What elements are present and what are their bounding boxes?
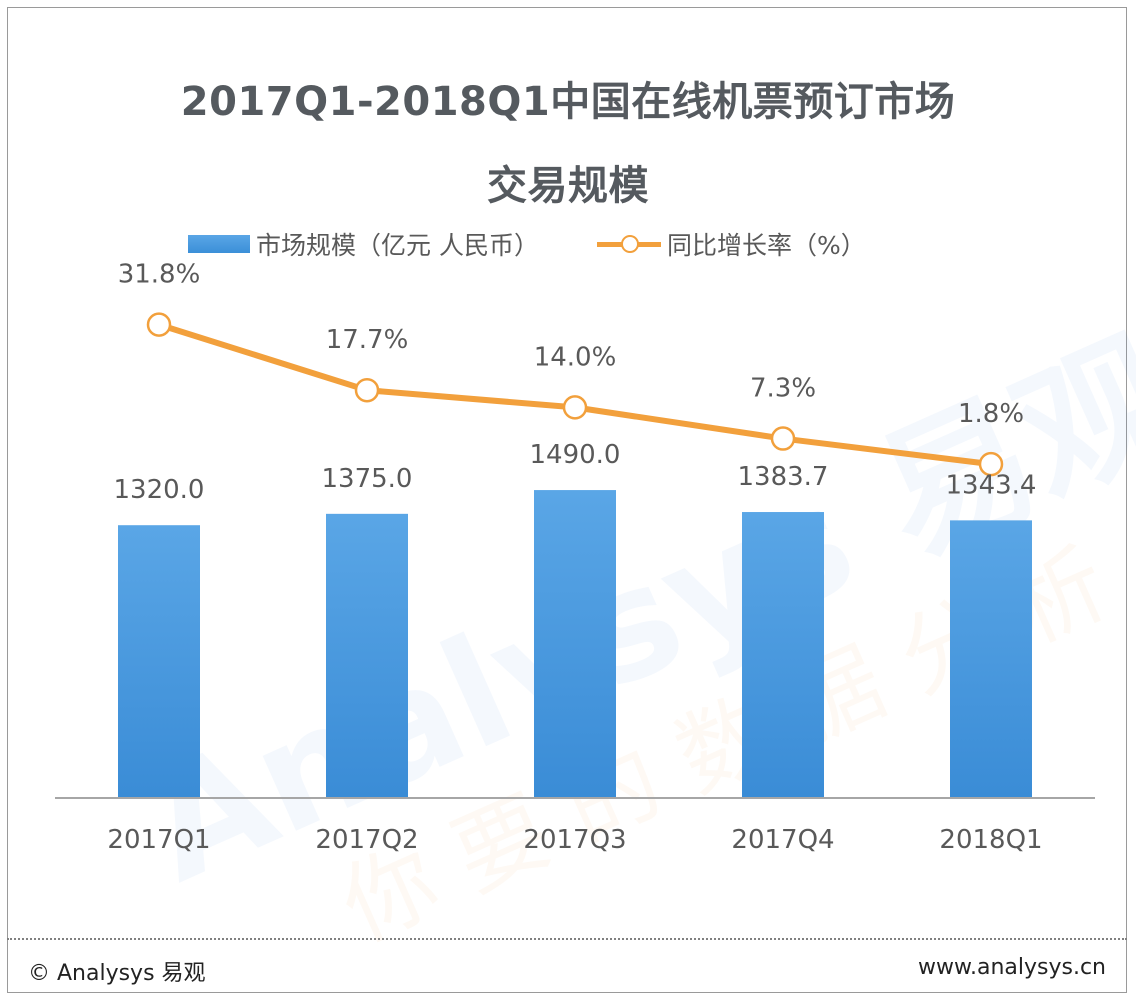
- bar-value-label: 1490.0: [530, 440, 621, 470]
- bar-value-label: 1383.7: [738, 462, 829, 492]
- bar-value-label: 1375.0: [322, 464, 413, 494]
- bar-2017Q3: [534, 490, 616, 798]
- legend-label-bar: 市场规模（亿元 人民币）: [256, 231, 539, 260]
- bar-2017Q2: [326, 513, 408, 798]
- growth-rate-point: [770, 426, 796, 451]
- bar-value-label: 1320.0: [114, 475, 205, 505]
- growth-rate-label: 14.0%: [534, 342, 617, 372]
- bar-2018Q1: [950, 520, 1032, 798]
- footer-url[interactable]: www.analysys.cn: [918, 955, 1106, 980]
- chart-legend: 市场规模（亿元 人民币） 同比增长率（%）: [188, 226, 866, 262]
- bar-value-label: 1343.4: [946, 470, 1037, 500]
- x-tick-label: 2017Q1: [107, 825, 210, 855]
- footer-divider: [7, 938, 1127, 940]
- growth-rate-point: [354, 377, 380, 403]
- footer-copyright: © Analysys 易观: [28, 961, 206, 986]
- bar-2017Q4: [742, 512, 824, 798]
- chart-title: 2017Q1-2018Q1中国在线机票预订市场 交易规模: [8, 60, 1128, 228]
- x-tick-label: 2018Q1: [939, 825, 1042, 855]
- legend-swatch-bar: [188, 235, 250, 253]
- legend-swatch-line: [596, 234, 661, 254]
- title-line-1: 2017Q1-2018Q1中国在线机票预订市场: [180, 79, 956, 125]
- legend-item-line: 同比增长率（%）: [539, 226, 866, 262]
- growth-rate-label: 17.7%: [326, 325, 409, 355]
- growth-rate-label: 31.8%: [118, 260, 201, 290]
- growth-rate-point: [146, 312, 172, 337]
- x-tick-label: 2017Q2: [315, 825, 418, 855]
- legend-label-line: 同比增长率（%）: [666, 231, 866, 260]
- growth-rate-label: 1.8%: [958, 399, 1024, 429]
- growth-rate-point: [978, 451, 1004, 477]
- x-tick-label: 2017Q4: [731, 825, 834, 855]
- title-line-2: 交易规模: [487, 163, 649, 209]
- legend-item-bar: 市场规模（亿元 人民币）: [188, 226, 539, 262]
- bar-2017Q1: [118, 525, 200, 798]
- x-tick-label: 2017Q3: [523, 825, 626, 855]
- growth-rate-label: 7.3%: [750, 374, 816, 404]
- growth-rate-point: [562, 395, 588, 420]
